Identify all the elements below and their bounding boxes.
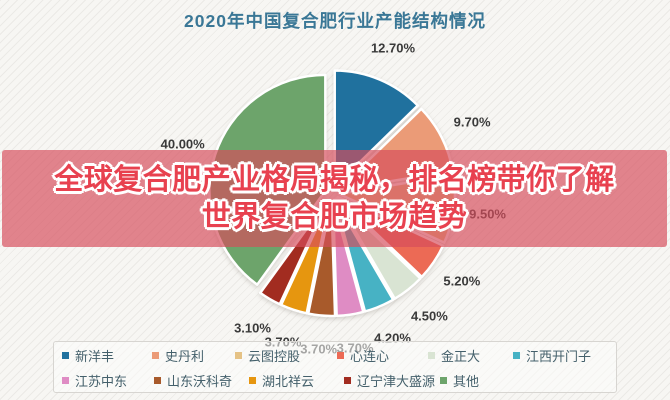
headline-line-1: 全球复合肥产业格局揭秘，排名榜带你了解: [54, 163, 615, 196]
legend-item: 云图控股: [235, 347, 301, 364]
legend-item: 山东沃科奇: [154, 372, 233, 389]
legend-label: 江苏中东: [75, 373, 128, 389]
legend-label: 云图控股: [248, 348, 301, 364]
legend-swatch-icon: [62, 376, 69, 384]
legend-label: 心连心: [350, 348, 390, 364]
legend-item: 江苏中东: [62, 372, 128, 389]
headline-line-2: 世界复合肥市场趋势: [201, 200, 468, 233]
legend-swatch-icon: [344, 376, 351, 384]
pie-slice-value-label: 12.70%: [370, 40, 416, 56]
legend-swatch-icon: [337, 351, 344, 359]
pie-slice-value-label: 9.70%: [453, 114, 491, 130]
legend-item: 湖北祥云: [249, 372, 315, 389]
legend-swatch-icon: [440, 376, 447, 384]
legend-swatch-icon: [235, 351, 242, 359]
pie-slice-value-label: 40.00%: [160, 136, 205, 152]
legend-swatch-icon: [428, 351, 435, 359]
legend-item: 心连心: [337, 347, 390, 364]
legend-label: 金正大: [441, 348, 481, 364]
legend-label: 史丹利: [165, 348, 205, 364]
legend-swatch-icon: [249, 376, 256, 384]
legend-label: 其他: [453, 373, 480, 389]
legend-item: 其他: [440, 372, 480, 389]
legend-item: 史丹利: [152, 347, 205, 364]
legend-swatch-icon: [154, 376, 161, 384]
legend-swatch-icon: [513, 351, 520, 359]
legend-item: 辽宁津大盛源: [344, 372, 436, 389]
legend-label: 辽宁津大盛源: [357, 373, 436, 389]
legend-item: 新洋丰: [62, 347, 115, 364]
pie-slice-value-label: 3.10%: [234, 320, 271, 336]
legend-label: 山东沃科奇: [167, 373, 233, 389]
legend-swatch-icon: [62, 351, 69, 359]
headline-banner: 全球复合肥产业格局揭秘，排名榜带你了解 世界复合肥市场趋势: [2, 150, 667, 247]
legend-label: 湖北祥云: [262, 373, 315, 389]
chart-legend: 新洋丰 史丹利 云图控股 心连心 金正大 江西开门子江苏中东 山东沃科奇 湖北祥云 辽宁津大盛源…: [53, 341, 617, 393]
legend-swatch-icon: [152, 351, 159, 359]
legend-item: 金正大: [428, 347, 481, 364]
pie-slice-value-label: 5.20%: [443, 273, 481, 289]
legend-label: 江西开门子: [526, 348, 592, 364]
chart-title: 2020年中国复合肥行业产能结构情况: [184, 11, 486, 31]
legend-item: 江西开门子: [513, 347, 592, 364]
legend-label: 新洋丰: [75, 348, 115, 364]
pie-slice-value-label: 4.50%: [410, 308, 448, 324]
